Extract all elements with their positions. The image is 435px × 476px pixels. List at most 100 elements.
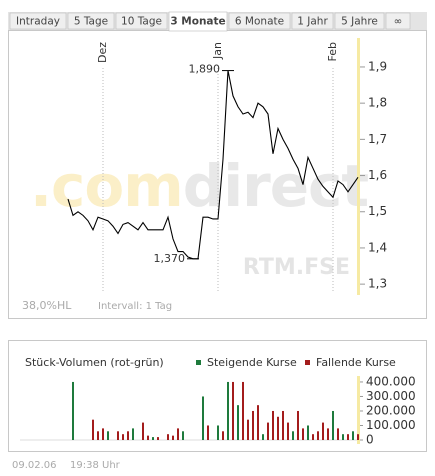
high-annotation: 1,890	[189, 63, 221, 76]
hl-label: 38,0%HL	[22, 299, 72, 312]
tab-bg	[67, 12, 115, 30]
y-tick-label: 1,7	[368, 132, 387, 146]
tab-bg	[385, 12, 411, 30]
volume-bar	[127, 431, 129, 440]
volume-bar	[72, 381, 74, 440]
tab-label[interactable]: 5 Tage	[74, 16, 108, 28]
tab[interactable]: Intraday	[9, 12, 67, 30]
price-line	[67, 70, 359, 260]
watermark-direct: direct	[183, 152, 369, 220]
volume-bar	[307, 425, 309, 440]
footer-time: 19:38 Uhr	[70, 460, 121, 471]
volume-bar	[92, 419, 94, 440]
volume-bar	[282, 410, 284, 440]
volume-bar	[317, 431, 319, 440]
volume-bar	[292, 431, 294, 440]
tab-bg	[334, 12, 385, 30]
tab-label[interactable]: 1 Jahr	[297, 16, 328, 28]
volume-bar	[312, 434, 314, 440]
tab[interactable]: ∞	[385, 12, 411, 30]
watermark: .comdirect	[30, 152, 368, 220]
volume-bar	[177, 428, 179, 440]
volume-bar	[332, 410, 334, 440]
volume-bar	[207, 425, 209, 440]
volume-bar	[277, 416, 279, 440]
volume-bar	[117, 431, 119, 440]
legend-label: Steigende Kurse	[207, 356, 297, 369]
y-tick-label: 1,3	[368, 277, 387, 291]
y-tick-label: 300.000	[366, 389, 416, 403]
tab-bg	[291, 12, 334, 30]
volume-title: Stück-Volumen (rot-grün)	[25, 356, 164, 369]
volume-bar	[322, 422, 324, 440]
volume-bar	[252, 410, 254, 440]
y-tick-label: 100.000	[366, 418, 416, 432]
x-tick-label: Feb	[326, 42, 339, 61]
volume-bar	[347, 434, 349, 440]
legend-label: Fallende Kurse	[316, 356, 396, 369]
volume-bar	[232, 381, 234, 440]
tab-label[interactable]: Intraday	[16, 16, 60, 28]
volume-bar	[262, 434, 264, 440]
volume-bar	[97, 431, 99, 440]
tab-label[interactable]: 10 Tage	[121, 16, 162, 28]
tab-bg	[9, 12, 67, 30]
volume-bar	[222, 431, 224, 440]
y-tick-label: 400.000	[366, 374, 416, 388]
volume-bar	[242, 381, 244, 440]
volume-bar	[257, 405, 259, 440]
volume-bar	[342, 434, 344, 440]
volume-bar	[302, 428, 304, 440]
tab[interactable]: 6 Monate	[228, 12, 291, 30]
tab-label[interactable]: 3 Monate	[170, 16, 225, 28]
tab-label[interactable]: 6 Monate	[235, 16, 284, 28]
tab-label[interactable]: 5 Jahre	[341, 16, 378, 28]
y-tick-label: 0	[366, 433, 374, 447]
interval-label: Intervall: 1 Tag	[98, 301, 172, 312]
tab[interactable]: 5 Jahre	[334, 12, 385, 30]
tab-label[interactable]: ∞	[394, 16, 403, 28]
y-tick-label: 1,9	[368, 59, 387, 73]
volume-bar	[337, 428, 339, 440]
tab[interactable]: 1 Jahr	[291, 12, 334, 30]
volume-bar	[157, 437, 159, 440]
volume-bar	[152, 437, 154, 440]
volume-bar	[272, 410, 274, 440]
low-annotation: 1,370	[154, 252, 186, 265]
legend-swatch	[196, 360, 201, 365]
y-tick-label: 1,8	[368, 96, 387, 110]
tab-bg	[228, 12, 291, 30]
x-tick-label: Jan	[211, 42, 224, 60]
exchange-watermark: RTM.FSE	[243, 255, 350, 280]
volume-bar	[172, 435, 174, 440]
volume-bar	[247, 419, 249, 440]
volume-bar	[237, 405, 239, 440]
volume-bar	[182, 431, 184, 440]
tab[interactable]: 3 Monate	[168, 11, 228, 32]
legend-swatch	[305, 360, 310, 365]
price-panel	[8, 30, 427, 319]
x-tick-label: Dez	[96, 42, 109, 63]
volume-bar	[167, 434, 169, 440]
volume-bar	[327, 428, 329, 440]
volume-bar	[297, 410, 299, 440]
volume-bar	[142, 422, 144, 440]
footer-date: 09.02.06	[12, 460, 57, 471]
volume-bar	[202, 396, 204, 440]
watermark-com: .com	[30, 152, 183, 220]
y-tick-label: 1,6	[368, 168, 387, 182]
y-axis-line	[357, 38, 360, 295]
volume-bar	[227, 381, 229, 440]
tab[interactable]: 5 Tage	[67, 12, 115, 30]
volume-bar	[122, 434, 124, 440]
volume-bar	[357, 434, 359, 440]
y-tick-label: 1,4	[368, 240, 387, 254]
volume-bar	[287, 422, 289, 440]
tab-bg	[168, 11, 228, 32]
y-tick-label: 200.000	[366, 403, 416, 417]
tab[interactable]: 10 Tage	[115, 12, 168, 30]
volume-bar	[352, 431, 354, 440]
y-tick-label: 1,5	[368, 204, 387, 218]
